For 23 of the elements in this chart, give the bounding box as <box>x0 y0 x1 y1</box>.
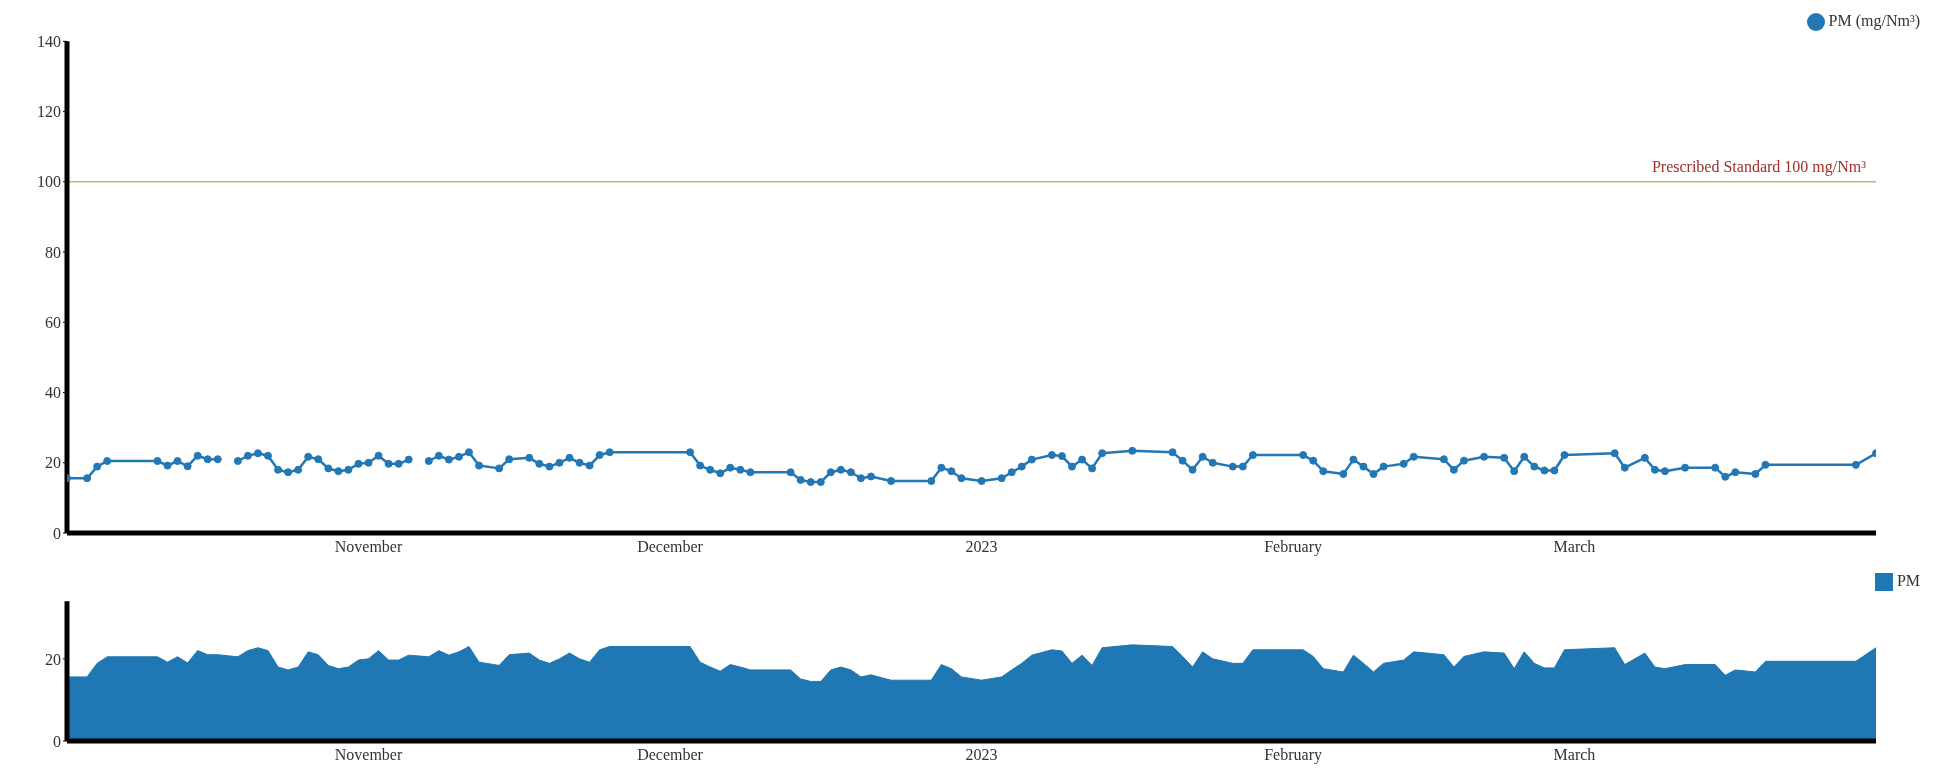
ref-line-label: Prescribed Standard 100 mg/Nm³ <box>1651 157 1867 176</box>
x-tick-label: 2023 <box>965 746 998 764</box>
y-tick-label: 60 <box>45 313 61 331</box>
x-tick-label: February <box>1264 538 1322 557</box>
y-tick-label: 80 <box>45 243 61 261</box>
x-tick-label: December <box>637 746 704 764</box>
y-tick-label: 40 <box>45 384 61 402</box>
x-tick-label: 2023 <box>965 538 998 556</box>
y-tick-label: 120 <box>37 103 61 121</box>
x-tick-label: February <box>1264 746 1322 765</box>
x-tick-label: March <box>1553 538 1596 556</box>
legend-label: PM (mg/Nm³) <box>1828 12 1920 29</box>
x-tick-label: December <box>637 538 704 556</box>
x-tick-label: November <box>334 746 403 764</box>
y-tick-label: 0 <box>53 732 61 750</box>
y-tick-label: 140 <box>37 33 61 51</box>
legend-label: PM <box>1896 572 1920 589</box>
y-tick-label: 20 <box>45 454 61 472</box>
y-tick-label: 100 <box>37 173 61 191</box>
x-tick-label: March <box>1553 746 1596 764</box>
y-tick-label: 20 <box>45 650 61 668</box>
y-tick-label: 0 <box>53 524 61 542</box>
x-tick-label: November <box>334 538 403 556</box>
